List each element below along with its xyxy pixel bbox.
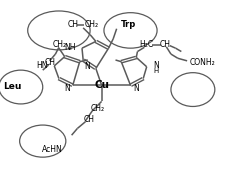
Text: CH: CH xyxy=(67,20,78,29)
Text: HN: HN xyxy=(36,61,47,70)
Text: Leu: Leu xyxy=(3,82,22,91)
Text: NH: NH xyxy=(64,43,76,52)
Text: CH: CH xyxy=(44,58,55,67)
Text: N: N xyxy=(153,61,159,70)
Text: Cu: Cu xyxy=(94,80,109,90)
Text: CH: CH xyxy=(83,115,94,125)
Text: H: H xyxy=(153,68,158,75)
Text: CH₂: CH₂ xyxy=(53,40,67,49)
Text: AcHN: AcHN xyxy=(42,145,62,154)
Text: N: N xyxy=(134,84,139,93)
Text: N: N xyxy=(84,62,90,71)
Text: CH₂: CH₂ xyxy=(91,104,105,113)
Text: Trp: Trp xyxy=(121,20,136,29)
Text: N: N xyxy=(64,84,70,93)
Text: CH₂: CH₂ xyxy=(84,20,98,29)
Text: CONH₂: CONH₂ xyxy=(189,58,215,67)
Text: CH: CH xyxy=(160,40,171,49)
Text: H₂C: H₂C xyxy=(140,40,154,49)
